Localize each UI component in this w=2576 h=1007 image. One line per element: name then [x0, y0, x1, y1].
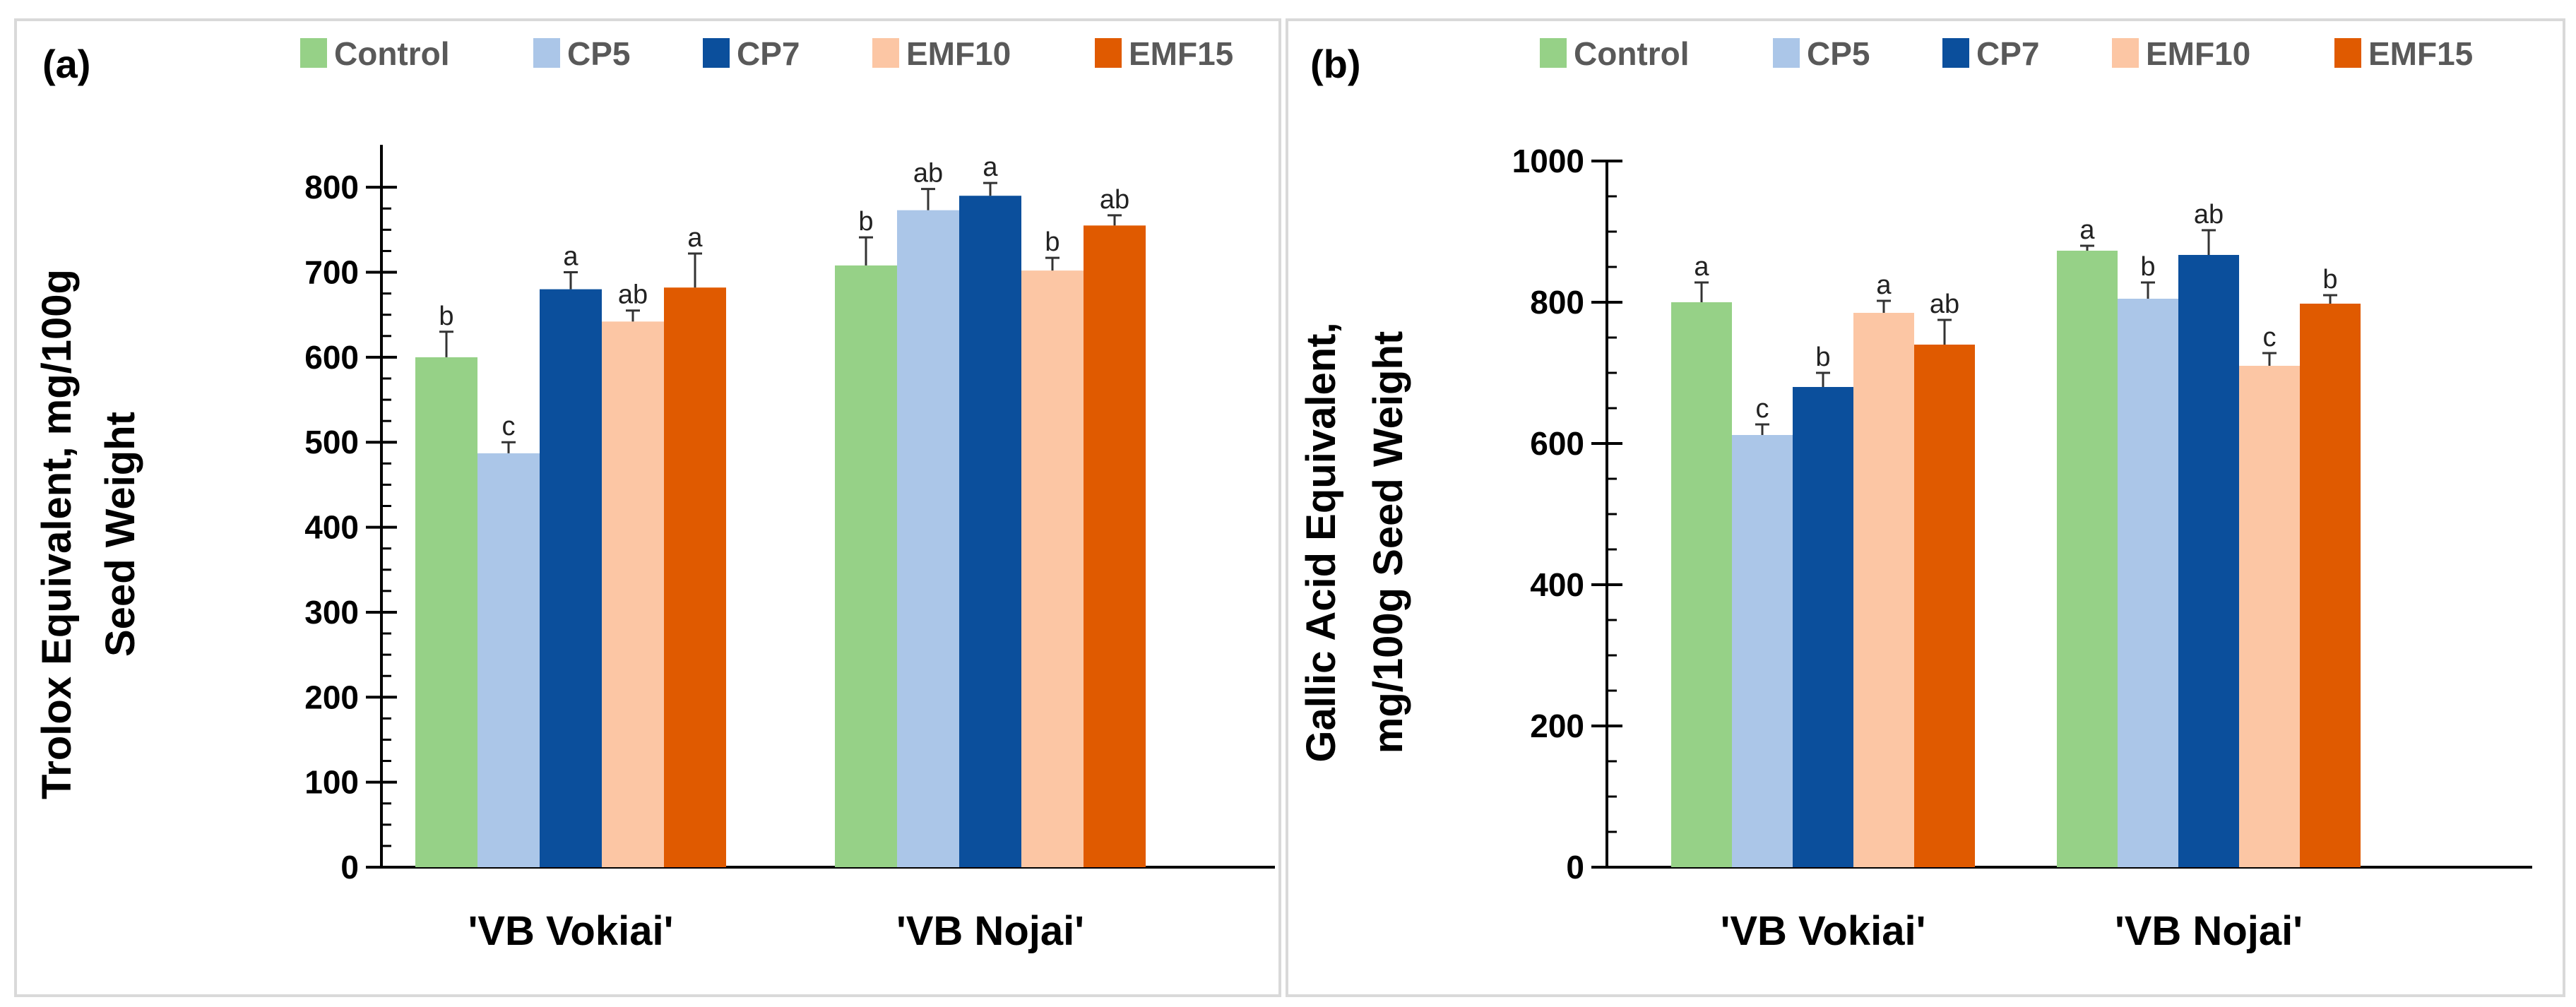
y-tick-label: 1000 [1512, 143, 1584, 179]
y-tick-label: 600 [1530, 425, 1584, 462]
legend-label: CP7 [1976, 35, 2039, 72]
y-tick-label: 500 [304, 424, 359, 460]
legend-label: CP5 [567, 35, 630, 72]
significance-letter: a [563, 242, 578, 272]
bar-cp5 [897, 210, 959, 867]
legend-swatch [1095, 38, 1122, 68]
legend-label: Control [1574, 35, 1690, 72]
y-tick-label: 700 [304, 254, 359, 291]
y-axis-label: Trolox Equivalent, mg/100g [34, 269, 80, 799]
panel-label: (a) [42, 42, 90, 86]
bar-control [2057, 251, 2118, 867]
bar-control [415, 357, 477, 868]
bar-cp7 [540, 289, 602, 868]
significance-letter: b [2140, 252, 2155, 282]
legend-swatch [300, 38, 327, 68]
y-tick-label: 600 [304, 339, 359, 376]
y-axis-label: Seed Weight [97, 412, 143, 657]
legend-swatch [1773, 38, 1800, 68]
category-label: 'VB Vokiai' [468, 908, 674, 954]
y-tick-label: 200 [304, 679, 359, 715]
bar-control [1671, 302, 1732, 867]
legend-label: EMF10 [906, 35, 1011, 72]
bar-emf10 [1021, 270, 1084, 868]
y-tick-label: 800 [304, 169, 359, 205]
significance-letter: a [1876, 270, 1892, 300]
significance-letter: ab [618, 280, 648, 310]
y-axis-label: mg/100g Seed Weight [1365, 331, 1411, 753]
significance-letter: ab [1100, 185, 1129, 215]
significance-letter: ab [2194, 200, 2224, 230]
significance-letter: b [2322, 265, 2337, 294]
y-tick-label: 0 [1566, 849, 1584, 886]
bar-emf15 [1084, 225, 1146, 867]
legend-swatch [2112, 38, 2139, 68]
bar-cp7 [959, 196, 1021, 867]
significance-letter: b [439, 302, 453, 331]
legend-swatch [533, 38, 560, 68]
significance-letter: a [687, 223, 703, 253]
panel-border [1286, 18, 2565, 997]
legend-swatch [703, 38, 730, 68]
bar-cp5 [2118, 299, 2178, 867]
bar-cp5 [1732, 435, 1793, 867]
y-tick-label: 400 [304, 509, 359, 546]
category-label: 'VB Nojai' [896, 908, 1084, 954]
significance-letter: a [1694, 252, 1709, 282]
panel-label: (b) [1310, 42, 1361, 86]
y-tick-label: 200 [1530, 708, 1584, 744]
bar-cp7 [1793, 387, 1853, 867]
significance-letter: b [858, 207, 873, 237]
significance-letter: a [983, 153, 998, 182]
bar-emf10 [1853, 313, 1914, 867]
significance-letter: ab [913, 159, 943, 189]
legend-swatch [1540, 38, 1567, 68]
significance-letter: ab [1930, 290, 1959, 319]
bar-emf15 [2300, 304, 2361, 867]
legend-swatch [1942, 38, 1969, 68]
significance-letter: b [1045, 227, 1060, 257]
legend-label: CP5 [1807, 35, 1870, 72]
legend-label: Control [334, 35, 450, 72]
chart-panel-b: (b) 0 200 400 600 800 1000 Gallic Acid Equivale… [1286, 18, 2565, 997]
bar-emf15 [664, 287, 726, 867]
bar-emf15 [1914, 345, 1975, 867]
chart-panel-a: (a) 0 100 200 300 400 500 600 700 800 Trolox Equiv… [14, 18, 1281, 997]
legend-label: EMF10 [2146, 35, 2250, 72]
category-label: 'VB Nojai' [2115, 908, 2303, 954]
bar-cp5 [477, 453, 540, 867]
legend-swatch [872, 38, 899, 68]
bar-emf10 [602, 321, 664, 867]
bar-emf10 [2239, 366, 2300, 867]
y-tick-label: 800 [1530, 284, 1584, 321]
significance-letter: c [1756, 394, 1769, 424]
legend-label: EMF15 [2368, 35, 2473, 72]
y-tick-label: 300 [304, 594, 359, 631]
bar-cp7 [2178, 255, 2239, 867]
y-tick-label: 400 [1530, 566, 1584, 603]
y-tick-label: 0 [340, 849, 359, 886]
legend-swatch [2334, 38, 2361, 68]
significance-letter: a [2079, 215, 2095, 245]
significance-letter: b [1815, 342, 1830, 372]
legend-label: EMF15 [1129, 35, 1233, 72]
bar-control [835, 265, 897, 867]
significance-letter: c [2263, 323, 2277, 352]
category-label: 'VB Vokiai' [1721, 908, 1926, 954]
y-tick-label: 100 [304, 764, 359, 801]
significance-letter: c [502, 412, 516, 441]
panel-border [14, 18, 1281, 997]
legend-label: CP7 [737, 35, 800, 72]
y-axis-label: Gallic Acid Equivalent, [1298, 322, 1344, 762]
